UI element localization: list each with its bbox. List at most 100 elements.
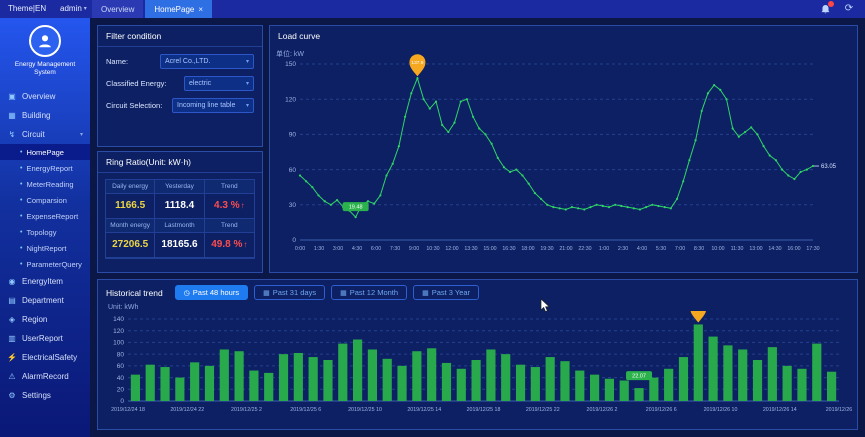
sidebar-item-userreport[interactable]: ▥ UserReport <box>0 329 90 348</box>
classified-energy-label: Classified Energy: <box>106 79 167 88</box>
sidebar-item-label: Department <box>22 296 64 306</box>
sidebar-subitem-homepage[interactable]: • HomePage <box>0 144 90 161</box>
svg-text:130.7: 130.7 <box>692 311 704 312</box>
filter-panel-title: Filter condition <box>98 26 262 47</box>
sidebar-item-overview[interactable]: ▣ Overview <box>0 87 90 106</box>
close-icon[interactable]: × <box>198 4 204 14</box>
theme-language-switch[interactable]: Theme|EN <box>8 4 47 13</box>
filter-row-circuit: Circuit Selection: Incoming line table ▾ <box>98 91 262 113</box>
svg-text:10:00: 10:00 <box>711 246 724 252</box>
sidebar-subitem-meterreading[interactable]: • MeterReading <box>0 176 90 192</box>
svg-text:22.07: 22.07 <box>632 374 646 380</box>
calendar-icon: ▦ <box>263 289 270 297</box>
sidebar-item-label: EnergyItem <box>22 277 63 287</box>
sidebar-item-label: Settings <box>22 391 51 401</box>
range-button-label: Past 48 hours <box>192 288 240 297</box>
range-button-group: ◷ Past 48 hours ▦ Past 31 days ▦ Past 12 Mont… <box>174 285 480 300</box>
bar-chart-unit-label: Unit: kWh <box>108 304 139 311</box>
main-content: Filter condition Name: Acrel Co.,LTD. ▾ … <box>90 18 865 437</box>
svg-text:7:30: 7:30 <box>390 246 400 252</box>
circuit-selection-select[interactable]: Incoming line table ▾ <box>172 98 254 113</box>
circuit-selection-label: Circuit Selection: <box>106 101 163 110</box>
svg-text:4:00: 4:00 <box>637 246 647 252</box>
sidebar-subitem-expensereport[interactable]: • ExpenseReport <box>0 208 90 224</box>
circuit-selection-value: Incoming line table <box>177 102 236 109</box>
userreport-icon: ▥ <box>8 334 16 344</box>
tab-overview[interactable]: Overview <box>92 0 144 18</box>
svg-text:2019/12/25 22: 2019/12/25 22 <box>526 407 560 413</box>
circuit-icon: ↯ <box>8 130 16 140</box>
ring-cell-value: 1166.5 <box>115 200 146 211</box>
svg-text:2019/12/24 22: 2019/12/24 22 <box>170 407 204 413</box>
range-button-label: Past 31 days <box>272 288 317 297</box>
alarmrecord-icon: ⚠ <box>8 372 16 382</box>
svg-text:60: 60 <box>289 167 297 174</box>
bullet-icon: • <box>20 260 23 268</box>
bullet-icon: • <box>20 196 23 204</box>
historical-trend-header: Historical trend ◷ Past 48 hours ▦ Past 31 … <box>98 280 857 303</box>
filter-row-energy: Classified Energy: electric ▾ <box>98 69 262 91</box>
bullet-icon: • <box>20 212 23 220</box>
svg-text:1:30: 1:30 <box>314 246 324 252</box>
svg-text:21:00: 21:00 <box>559 246 572 252</box>
svg-text:18:00: 18:00 <box>521 246 534 252</box>
sidebar-item-electricalsafety[interactable]: ⚡ ElectricalSafety <box>0 348 90 367</box>
svg-text:2019/12/25 10: 2019/12/25 10 <box>348 407 382 413</box>
svg-text:10:30: 10:30 <box>426 246 439 252</box>
min-point-label: 22.07 <box>626 371 653 381</box>
range-button-past-48-hours[interactable]: ◷ Past 48 hours <box>174 285 249 300</box>
sidebar-item-label: Overview <box>22 92 56 102</box>
electricalsafety-icon: ⚡ <box>7 353 17 363</box>
notification-bell-icon[interactable] <box>819 1 834 15</box>
range-button-past-3-year[interactable]: ▦ Past 3 Year <box>413 285 480 300</box>
refresh-icon[interactable]: ⟳ <box>844 3 854 14</box>
sidebar-item-energyitem[interactable]: ◉ EnergyItem <box>0 272 90 291</box>
chevron-down-icon: ▾ <box>245 81 249 87</box>
range-button-past-31-days[interactable]: ▦ Past 31 days <box>254 285 326 300</box>
user-name: admin <box>60 4 82 13</box>
svg-text:0: 0 <box>292 237 296 244</box>
svg-text:140: 140 <box>113 316 124 323</box>
svg-text:2019/12/26 10: 2019/12/26 10 <box>704 407 738 413</box>
svg-text:16:30: 16:30 <box>502 246 515 252</box>
svg-text:12:00: 12:00 <box>445 246 458 252</box>
historical-trend-title: Historical trend <box>106 287 163 298</box>
sidebar-item-building[interactable]: ▦ Building <box>0 106 90 125</box>
svg-text:15:00: 15:00 <box>483 246 496 252</box>
range-button-past-12-month[interactable]: ▦ Past 12 Month <box>331 285 408 300</box>
load-curve-chart: 0 30 60 90 120 150 0:00 1:30 3:00 4:30 6:00 7:30 9:0… <box>276 49 837 252</box>
bullet-icon: • <box>20 164 23 172</box>
sidebar-subitem-label: NightReport <box>26 243 67 253</box>
sidebar-subitem-label: ParameterQuery <box>26 259 82 269</box>
svg-text:120: 120 <box>113 328 124 335</box>
sidebar-subitem-topology[interactable]: • Topology <box>0 224 90 240</box>
svg-text:0: 0 <box>120 398 124 405</box>
sidebar-item-alarmrecord[interactable]: ⚠ AlarmRecord <box>0 367 90 386</box>
calendar-icon: ▦ <box>340 289 347 297</box>
svg-text:2019/12/25 2: 2019/12/25 2 <box>231 407 262 413</box>
topbar-icons: ⟳ <box>819 0 855 18</box>
sidebar-item-label: Region <box>22 315 48 325</box>
svg-text:1:00: 1:00 <box>599 246 609 252</box>
svg-text:19:30: 19:30 <box>540 246 553 252</box>
name-select[interactable]: Acrel Co.,LTD. ▾ <box>160 54 254 69</box>
sidebar-subitem-parameterquery[interactable]: • ParameterQuery <box>0 256 90 272</box>
sidebar-subitem-energyreport[interactable]: • EnergyReport <box>0 160 90 176</box>
ring-cell-value: 49.8 %↑ <box>211 239 248 250</box>
svg-text:2019/12/24 18: 2019/12/24 18 <box>111 407 145 413</box>
sidebar-subitem-nightreport[interactable]: • NightReport <box>0 240 90 256</box>
sidebar-item-department[interactable]: ▤ Department <box>0 291 90 310</box>
tab-homepage[interactable]: HomePage × <box>145 0 213 18</box>
ring-cell-value: 18165.6 <box>161 239 198 250</box>
sidebar-subitem-comparsion[interactable]: • Comparsion <box>0 192 90 208</box>
sidebar-item-circuit[interactable]: ↯ Circuit ▾ <box>0 125 90 144</box>
sidebar-item-settings[interactable]: ⚙ Settings <box>0 386 90 405</box>
sidebar-item-region[interactable]: ◈ Region <box>0 310 90 329</box>
notification-badge <box>828 1 834 7</box>
svg-text:6:00: 6:00 <box>371 246 381 252</box>
svg-text:100: 100 <box>113 340 124 347</box>
classified-energy-select[interactable]: electric ▾ <box>184 76 254 91</box>
svg-text:9:00: 9:00 <box>409 246 419 252</box>
user-menu[interactable]: admin ▾ <box>60 0 87 18</box>
svg-text:8:30: 8:30 <box>694 246 704 252</box>
